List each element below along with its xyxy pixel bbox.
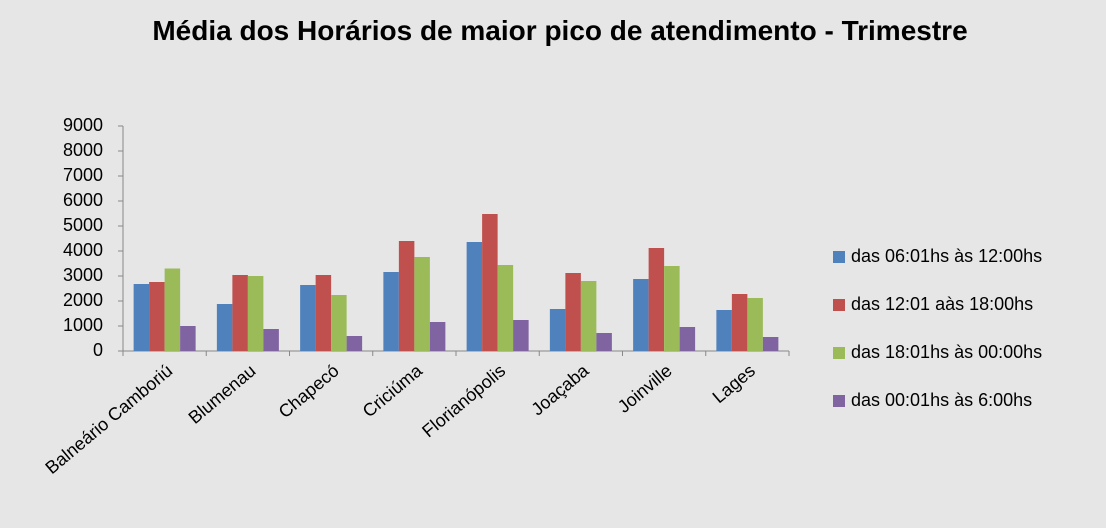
bar bbox=[513, 320, 529, 351]
bar bbox=[414, 257, 430, 351]
chart-title: Média dos Horários de maior pico de aten… bbox=[152, 15, 968, 46]
x-tick-label: Criciúma bbox=[359, 360, 427, 422]
bar bbox=[762, 337, 779, 351]
y-tick-label: 6000 bbox=[63, 190, 103, 210]
x-tick-label: Joinville bbox=[614, 360, 676, 416]
bar bbox=[164, 268, 181, 351]
bar bbox=[679, 327, 696, 351]
legend-swatch bbox=[833, 251, 845, 263]
x-tick-label: Joaçaba bbox=[528, 360, 594, 420]
bar bbox=[633, 279, 649, 351]
bar bbox=[731, 294, 748, 351]
y-tick-label: 7000 bbox=[63, 165, 103, 185]
bar bbox=[580, 281, 597, 351]
bar bbox=[263, 329, 279, 351]
bar bbox=[383, 272, 399, 351]
bar bbox=[331, 295, 347, 351]
legend-label: das 12:01 aàs 18:00hs bbox=[851, 294, 1033, 314]
legend-label: das 00:01hs às 6:00hs bbox=[851, 390, 1032, 410]
bar bbox=[497, 265, 514, 351]
bar bbox=[232, 275, 248, 351]
bar bbox=[549, 309, 566, 351]
y-tick-label: 1000 bbox=[63, 315, 103, 335]
x-tick-label: Blumenau bbox=[185, 360, 260, 427]
bar bbox=[565, 273, 581, 351]
bar bbox=[648, 248, 665, 351]
y-tick-label: 9000 bbox=[63, 115, 103, 135]
bar bbox=[315, 275, 332, 351]
y-tick-label: 3000 bbox=[63, 265, 103, 285]
bar bbox=[346, 336, 363, 351]
bar bbox=[133, 284, 150, 351]
y-tick-label: 4000 bbox=[63, 240, 103, 260]
bar bbox=[398, 241, 415, 351]
x-tick-label: Chapecó bbox=[275, 360, 343, 422]
bar bbox=[429, 322, 446, 351]
legend-swatch bbox=[833, 395, 845, 407]
bar bbox=[482, 214, 498, 351]
bar bbox=[596, 333, 612, 351]
x-tick-label: Balneário Camboriú bbox=[42, 360, 177, 478]
bar bbox=[149, 282, 165, 351]
bar bbox=[716, 310, 732, 351]
bar bbox=[247, 276, 264, 351]
y-tick-label: 2000 bbox=[63, 290, 103, 310]
legend-label: das 18:01hs às 00:00hs bbox=[851, 342, 1042, 362]
legend-swatch bbox=[833, 347, 845, 359]
bar bbox=[747, 298, 763, 351]
bar bbox=[300, 285, 316, 351]
y-tick-label: 5000 bbox=[63, 215, 103, 235]
bar bbox=[180, 326, 196, 351]
y-tick-label: 8000 bbox=[63, 140, 103, 160]
legend-swatch bbox=[833, 299, 845, 311]
x-tick-label: Lages bbox=[709, 360, 759, 407]
legend-label: das 06:01hs às 12:00hs bbox=[851, 246, 1042, 266]
bar bbox=[466, 242, 483, 351]
x-tick-label: Florianópolis bbox=[418, 360, 509, 441]
bar bbox=[216, 304, 233, 351]
y-tick-label: 0 bbox=[93, 340, 103, 360]
bar bbox=[664, 266, 680, 351]
